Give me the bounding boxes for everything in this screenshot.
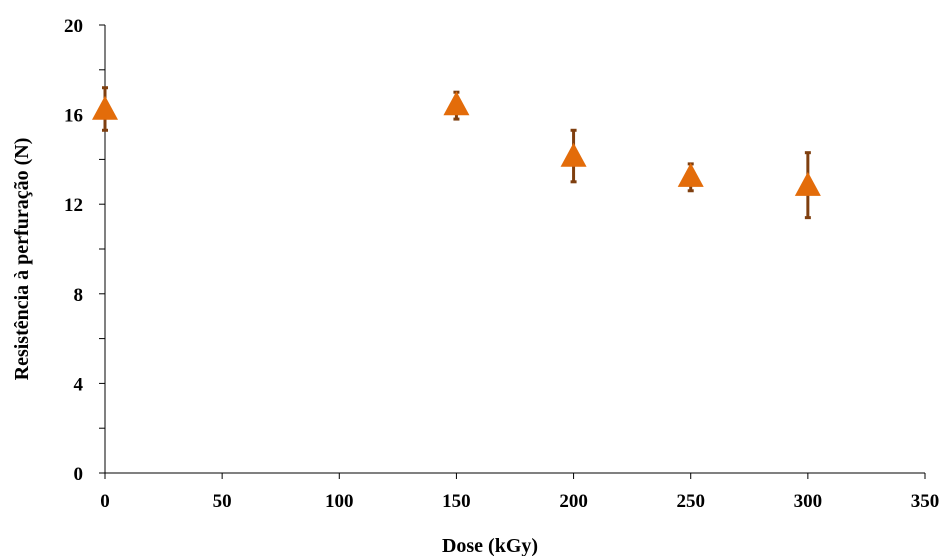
data-point [92, 86, 118, 132]
x-tick-label: 150 [442, 491, 471, 512]
y-tick-label: 4 [74, 374, 84, 395]
data-points [92, 86, 821, 220]
y-tick-label: 12 [64, 195, 83, 216]
x-tick-label: 50 [213, 491, 232, 512]
x-tick-label: 350 [911, 491, 940, 512]
y-tick-label: 0 [74, 464, 84, 485]
y-tick-label: 20 [64, 16, 83, 37]
y-tick-label: 16 [64, 106, 83, 127]
y-axis-title: Resistência à perfuração (N) [11, 138, 33, 381]
x-axis-title: Dose (kGy) [442, 535, 538, 556]
x-axis-ticks: 0 50 100 150 200 250 300 350 [100, 473, 939, 512]
triangle-marker [677, 162, 704, 187]
triangle-marker [560, 142, 587, 167]
triangle-marker [92, 95, 118, 120]
x-tick-label: 300 [794, 491, 823, 512]
y-axis-ticks: 0 4 8 12 16 20 [64, 16, 105, 485]
y-tick-label: 8 [74, 285, 84, 306]
triangle-marker [443, 91, 470, 116]
x-tick-label: 0 [100, 491, 110, 512]
x-tick-label: 100 [325, 491, 354, 512]
data-point [560, 128, 587, 184]
x-tick-label: 250 [676, 491, 705, 512]
triangle-marker [794, 171, 821, 196]
data-point [794, 151, 821, 220]
x-tick-label: 200 [559, 491, 588, 512]
data-point [443, 90, 470, 121]
data-point [677, 162, 704, 193]
axes [104, 25, 925, 474]
